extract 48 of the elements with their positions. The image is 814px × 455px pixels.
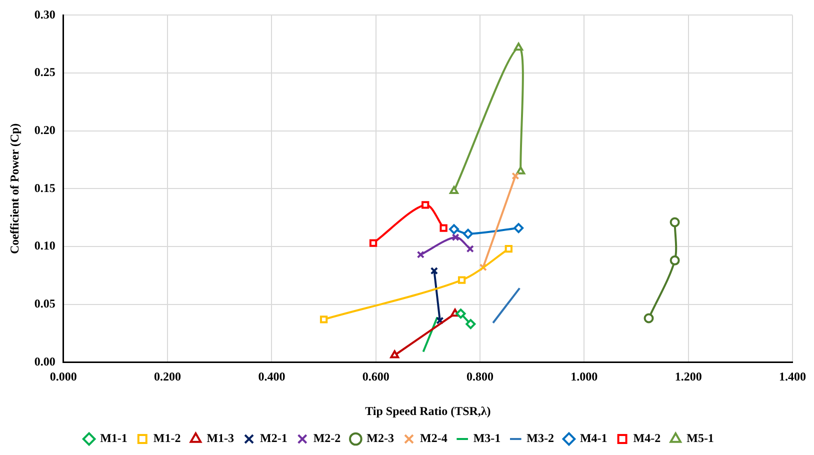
- point: [436, 316, 444, 324]
- point: [448, 224, 459, 234]
- legend-label: M2-2: [313, 431, 341, 446]
- point: [466, 319, 476, 330]
- x-tick-label: 0.600: [362, 369, 390, 384]
- point: [644, 313, 654, 324]
- point: [514, 223, 524, 234]
- x-tick-label: 1.400: [779, 369, 806, 384]
- y-tick-label: 0.30: [34, 7, 56, 22]
- point: [670, 217, 680, 228]
- x-tick-label: 0.200: [154, 369, 182, 384]
- legend-label: M3-1: [473, 431, 501, 446]
- x-tick-label: 0.400: [258, 369, 286, 384]
- x-tick-label: 0.000: [50, 369, 77, 384]
- y-axis-title: Coefficient of Power (Cp): [7, 123, 22, 254]
- point: [440, 224, 448, 232]
- point: [452, 233, 460, 242]
- y-tick-label: 0.00: [34, 354, 56, 368]
- point: [463, 228, 474, 239]
- x-tick-label: 0.800: [466, 369, 494, 384]
- point: [670, 255, 680, 266]
- point: [416, 250, 424, 258]
- point: [422, 201, 430, 209]
- point: [450, 186, 458, 194]
- point: [458, 276, 466, 284]
- point: [504, 245, 512, 253]
- y-tick-label: 0.15: [34, 180, 56, 195]
- legend-label: M4-2: [633, 431, 661, 446]
- legend-label: M2-3: [366, 431, 394, 446]
- legend-label: M2-1: [260, 431, 288, 446]
- legend-label: M1-1: [100, 431, 128, 446]
- x-tick-label: 1.200: [674, 369, 702, 384]
- point: [320, 316, 328, 324]
- y-tick-label: 0.05: [34, 296, 56, 310]
- legend-label: M1-3: [206, 431, 234, 446]
- legend-label: M4-1: [580, 431, 608, 446]
- y-tick-label: 0.20: [34, 122, 56, 137]
- point: [369, 239, 378, 247]
- legend-label: M3-2: [526, 431, 554, 446]
- x-axis-title: Tip Speed Ratio (TSR,λ): [365, 404, 491, 418]
- legend-label: M2-4: [420, 431, 448, 446]
- y-tick-label: 0.10: [34, 238, 56, 253]
- point: [516, 166, 526, 174]
- legend-label: M1-2: [153, 431, 181, 446]
- x-tick-label: 1.000: [570, 369, 598, 384]
- y-tick-label: 0.25: [34, 65, 56, 80]
- legend-label: M5-1: [686, 431, 714, 446]
- point: [514, 42, 524, 51]
